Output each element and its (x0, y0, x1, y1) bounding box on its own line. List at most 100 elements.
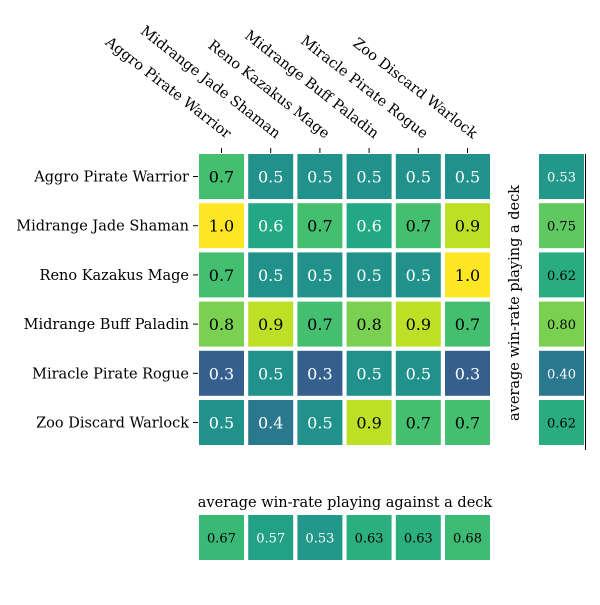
matrix-cell (297, 301, 343, 347)
matrix-cell-label: 0.7 (307, 217, 332, 236)
column-average-label: 0.68 (453, 532, 482, 547)
matrix-cell (248, 350, 294, 396)
matrix-cell-label: 0.6 (356, 217, 381, 236)
column-average-cell (346, 515, 392, 560)
matrix-cell-label: 0.5 (258, 168, 283, 187)
matrix-cell (445, 301, 490, 347)
matrix-cell-label: 0.5 (307, 168, 332, 187)
matrix-cell-label: 0.7 (209, 168, 234, 187)
matrix-cell-label: 0.5 (406, 266, 431, 285)
column-average-label: 0.63 (355, 532, 384, 547)
matrix-cell (297, 154, 343, 199)
matrix-cell-label: 0.5 (258, 266, 283, 285)
row-average-label: 0.62 (547, 417, 576, 432)
row-average-cell (539, 252, 584, 298)
matrix-cell (346, 301, 392, 347)
matrix-cell (445, 203, 490, 249)
matrix-cell (445, 400, 490, 445)
row-label: Midrange Jade Shaman (16, 219, 189, 235)
matrix-cell (346, 350, 392, 396)
matrix-cell (395, 400, 441, 445)
matrix-cell (297, 400, 343, 445)
matrix-cell (297, 350, 343, 396)
matrix-cell (248, 154, 294, 199)
row-label: Zoo Discard Warlock (36, 416, 189, 432)
column-average-label: 0.53 (305, 532, 334, 547)
column-average-strip: 0.67 0.57 0.53 0.63 0.63 0.68 (199, 515, 490, 560)
matrix-cell (248, 203, 294, 249)
row-average-label: 0.53 (547, 171, 576, 186)
row-average-cell (539, 154, 584, 199)
row-label: Midrange Buff Paladin (24, 317, 189, 333)
matrix-cell (395, 203, 441, 249)
matrix-cell-label: 0.8 (356, 315, 381, 334)
matrix-cell (199, 252, 244, 298)
matrix-cell (395, 301, 441, 347)
column-average-cell (248, 515, 294, 560)
matrix-cell (346, 154, 392, 199)
column-average-title: average win-rate playing against a deck (198, 495, 493, 511)
matrix-cell-label: 0.3 (455, 364, 480, 383)
row-labels: Aggro Pirate Warrior Midrange Jade Shaman… (16, 170, 198, 432)
matrix-cell-label: 0.3 (307, 364, 332, 383)
matrix-cell (297, 252, 343, 298)
matrix-cell-label: 0.5 (307, 266, 332, 285)
matrix-cell-label: 0.5 (356, 266, 381, 285)
matrix-cell (445, 154, 490, 199)
matrix-cell (199, 400, 244, 445)
column-average-label: 0.57 (256, 532, 285, 547)
matrix-cell (199, 154, 244, 199)
matrix-cell-label: 0.7 (209, 266, 234, 285)
matrix-cell (445, 252, 490, 298)
matrix-cell-label: 0.9 (406, 315, 431, 334)
matrix-cell-label: 1.0 (455, 266, 480, 285)
matrix-cell-label: 0.9 (258, 315, 283, 334)
row-label: Reno Kazakus Mage (40, 268, 189, 284)
row-average-label: 0.62 (547, 269, 576, 284)
matrix-cell-label: 0.5 (406, 364, 431, 383)
matrix-cell-label: 0.8 (209, 315, 234, 334)
row-average-cell (539, 301, 584, 347)
matrix-cell (199, 350, 244, 396)
matrix-cell-label: 0.7 (406, 414, 431, 433)
row-average-cell (539, 350, 584, 396)
matrix-cell (346, 203, 392, 249)
column-average-label: 0.67 (207, 532, 236, 547)
column-average-cell (395, 515, 441, 560)
row-average-label: 0.40 (547, 367, 576, 382)
matrix-cell (248, 252, 294, 298)
matrix-cell-label: 0.7 (406, 217, 431, 236)
matrix-cell-label: 0.5 (258, 364, 283, 383)
matrix-cell-label: 0.5 (356, 364, 381, 383)
matrix-cell-label: 0.5 (307, 414, 332, 433)
matrix-cell-label: 0.5 (209, 414, 234, 433)
matrix-cells: 0.7 0.5 0.5 0.5 0.5 0.5 1.0 0.6 0.7 0.6 0.7 0.9 0.7 0… (199, 154, 490, 445)
matrix-cell-label: 1.0 (209, 217, 234, 236)
matrix-cell-label: 0.6 (258, 217, 283, 236)
row-average-cell (539, 400, 584, 445)
matrix-cell (199, 301, 244, 347)
row-label: Miracle Pirate Rogue (32, 366, 189, 382)
row-average-title: average win-rate playing a deck (507, 185, 523, 421)
column-average-cell (199, 515, 244, 560)
matrix-cell (199, 203, 244, 249)
matrix-cell (248, 301, 294, 347)
matrix-cell (346, 400, 392, 445)
row-average-label: 0.75 (547, 220, 576, 235)
matrix-cell-label: 0.4 (258, 414, 283, 433)
matrix-cell-label: 0.7 (307, 315, 332, 334)
matrix-cell-label: 0.7 (455, 414, 480, 433)
matrix-cell (297, 203, 343, 249)
matrix-cell (395, 154, 441, 199)
matrix-cell-label: 0.9 (455, 217, 480, 236)
matrix-cell-label: 0.7 (455, 315, 480, 334)
matrix-cell-label: 0.9 (356, 414, 381, 433)
matrix-cell (445, 350, 490, 396)
column-average-cell (445, 515, 490, 560)
matrix-cell-label: 0.5 (455, 168, 480, 187)
matrix-cell (346, 252, 392, 298)
matrix-cell (248, 400, 294, 445)
